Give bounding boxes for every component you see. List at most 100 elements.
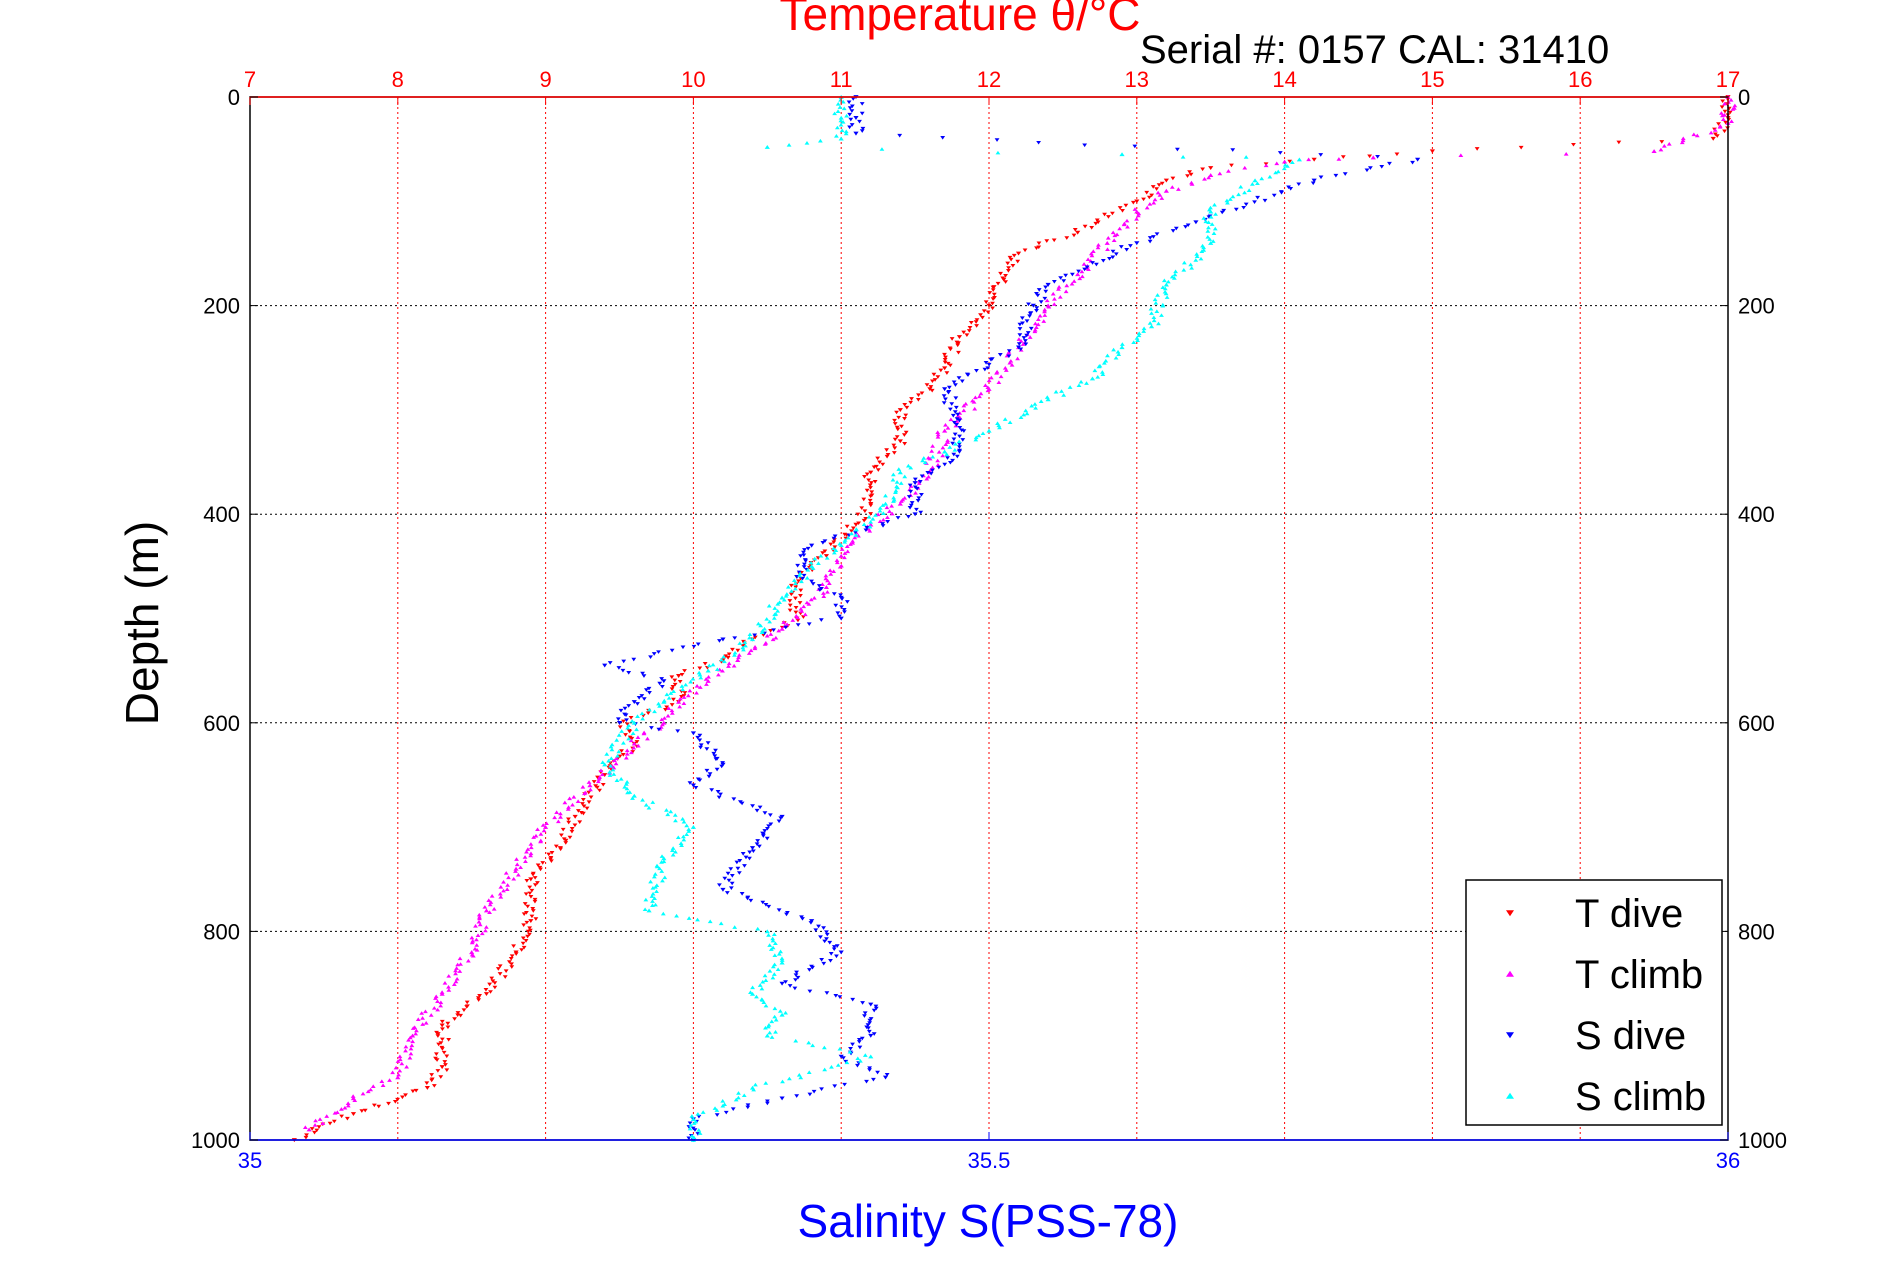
data-point [995, 281, 1001, 286]
data-point [1111, 347, 1116, 352]
data-point [410, 1089, 416, 1094]
data-point [1714, 134, 1720, 138]
data-point [651, 652, 657, 656]
data-point [973, 320, 979, 324]
data-point [431, 1006, 437, 1010]
data-point [1081, 262, 1087, 266]
data-point [773, 1017, 779, 1022]
data-point [624, 748, 630, 753]
data-point [1092, 368, 1098, 373]
data-point [842, 540, 848, 544]
data-point [681, 695, 687, 699]
data-point [1042, 307, 1048, 312]
data-point [790, 618, 796, 622]
data-point [952, 410, 958, 414]
data-point [530, 909, 536, 913]
data-point [831, 540, 837, 545]
data-point [1020, 342, 1026, 346]
data-point [834, 560, 840, 565]
data-point [967, 326, 973, 330]
data-point [1226, 169, 1231, 173]
data-point [961, 408, 967, 413]
data-point [973, 435, 979, 440]
data-point [806, 1070, 812, 1075]
temperature-tick-label: 9 [539, 67, 551, 92]
data-point [1271, 193, 1277, 198]
data-point [1181, 268, 1187, 272]
data-point [897, 133, 903, 138]
data-point [429, 1078, 435, 1083]
data-point [823, 554, 830, 558]
data-point [756, 844, 762, 849]
data-point [806, 968, 812, 972]
data-point [884, 454, 890, 459]
data-point [1025, 331, 1031, 335]
data-point [762, 973, 768, 978]
data-point [745, 1103, 751, 1107]
data-point [927, 456, 933, 461]
data-point [1015, 345, 1022, 350]
data-point [754, 842, 760, 847]
data-point [1036, 140, 1042, 145]
data-point [745, 896, 750, 901]
data-point [1011, 253, 1017, 258]
data-point [1188, 262, 1194, 267]
data-point [624, 786, 630, 791]
data-point [1104, 240, 1110, 245]
data-point [631, 657, 637, 662]
data-point [566, 805, 571, 809]
data-point [827, 568, 833, 572]
data-point [953, 405, 959, 410]
data-point [649, 726, 654, 730]
y-axis-label: Depth (m) [116, 521, 168, 725]
data-point [867, 1066, 873, 1070]
data-point [1050, 291, 1056, 296]
data-point [749, 637, 756, 642]
data-point [488, 990, 493, 994]
data-point [1131, 340, 1137, 345]
data-point [473, 924, 478, 928]
data-point [1136, 333, 1142, 338]
data-point [709, 788, 715, 792]
data-point [625, 725, 631, 730]
data-point [670, 846, 676, 850]
data-point [1181, 260, 1187, 265]
data-point [816, 561, 821, 566]
data-point [694, 684, 700, 688]
data-point [438, 1075, 444, 1079]
data-point [920, 458, 925, 463]
data-point [420, 1016, 425, 1020]
data-point [1732, 103, 1738, 108]
data-point [735, 658, 741, 663]
data-point [677, 704, 683, 709]
data-point [600, 782, 606, 787]
data-point [445, 1025, 451, 1030]
data-point [554, 810, 560, 814]
data-point [1130, 200, 1136, 205]
data-point [957, 434, 962, 439]
data-point [735, 866, 741, 871]
data-point [862, 474, 867, 479]
data-point [474, 937, 479, 942]
data-point [940, 445, 946, 450]
data-point [548, 857, 553, 862]
data-point [833, 603, 839, 608]
data-point [580, 798, 586, 802]
data-point [766, 603, 772, 608]
data-point [1118, 245, 1124, 249]
data-point [1032, 329, 1038, 334]
data-point [1056, 287, 1061, 291]
data-point [801, 565, 807, 569]
data-point [889, 511, 895, 516]
data-point [998, 374, 1004, 379]
data-point [1206, 215, 1212, 219]
data-point [864, 472, 870, 477]
data-point [1185, 223, 1191, 228]
data-point [1085, 257, 1091, 262]
data-point [740, 851, 746, 856]
depth-tick-label-left: 200 [203, 294, 240, 319]
data-point [924, 476, 930, 481]
data-point [935, 462, 941, 467]
data-point [395, 1075, 401, 1080]
data-point [691, 1135, 697, 1140]
